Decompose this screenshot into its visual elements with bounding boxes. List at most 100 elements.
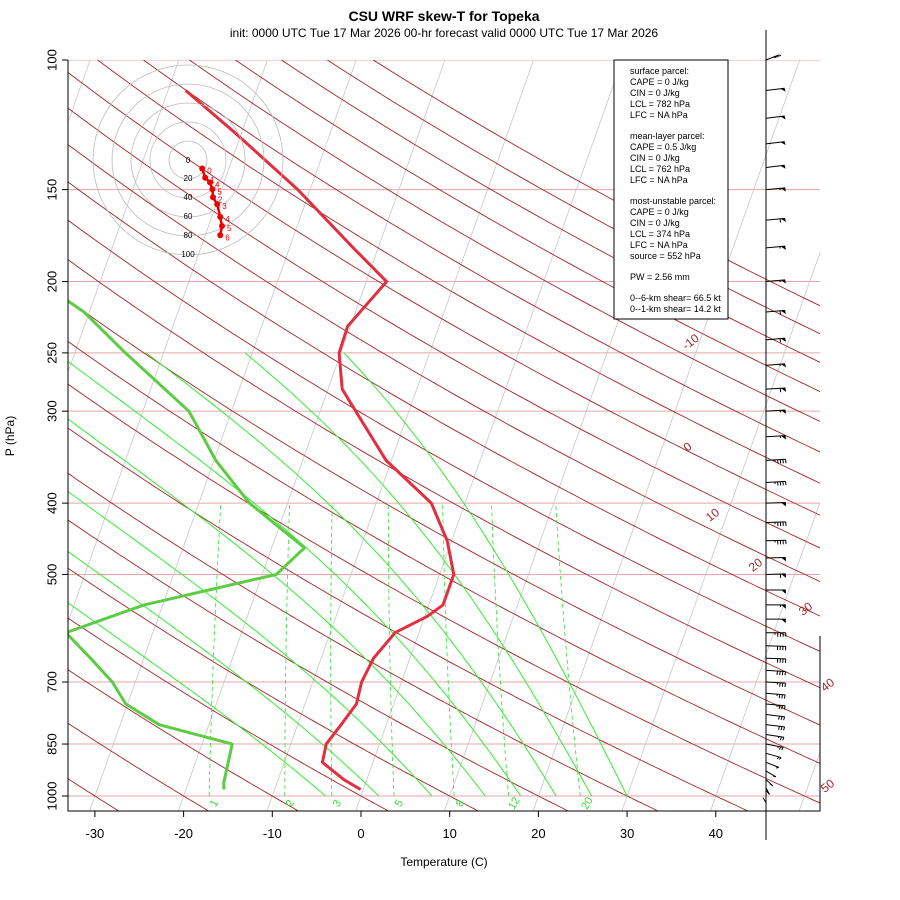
mixing-ratio-label: 8 [454, 798, 467, 809]
wind-barb [765, 217, 786, 223]
stats-surface-line: CIN = 0 J/kg [630, 88, 680, 98]
wind-barb [765, 363, 786, 368]
wind-barb [765, 734, 785, 741]
y-tick-label: 200 [45, 271, 60, 293]
dry-adiabat [96, 60, 820, 484]
hodograph-point [217, 232, 224, 239]
x-tick-label: -20 [174, 826, 193, 841]
wind-barb [765, 279, 786, 284]
mixing-ratio-line [208, 503, 222, 796]
hodograph-point [219, 223, 225, 230]
parcel-stats-box: surface parcel: CAPE = 0 J/kg CIN = 0 J/… [613, 59, 729, 320]
stats-mu-line: CAPE = 0 J/kg [630, 207, 689, 217]
wind-barb [765, 787, 770, 795]
hodograph-point [207, 179, 213, 186]
hodograph-point-label: 4 [225, 215, 230, 224]
mixing-ratio-line [330, 503, 333, 797]
dry-adiabat [68, 519, 570, 811]
hodograph-ring-label: 80 [184, 231, 193, 240]
wind-barb [765, 657, 787, 663]
hodograph-point-label: 6 [225, 233, 230, 242]
wind-barb [766, 589, 786, 595]
hodograph-point-label: 5 [227, 224, 232, 233]
hodograph-ring-label: 40 [184, 193, 193, 202]
dry-adiabat [68, 219, 820, 652]
wind-barb [765, 521, 787, 527]
wind-barb [765, 752, 782, 760]
wind-barb [765, 669, 786, 676]
wind-barb-column [762, 30, 787, 840]
dry-adiabat [68, 567, 480, 811]
mixing-ratio-label: 20 [579, 795, 596, 812]
x-tick-label: 40 [709, 826, 723, 841]
stats-pw: PW = 2.56 mm [630, 272, 690, 282]
isotherm [355, 60, 623, 811]
dry-adiabat [68, 722, 210, 811]
hodograph-point [210, 194, 216, 201]
hodograph-point-label: 3 [222, 202, 227, 211]
wind-barb [765, 187, 786, 192]
dry-adiabat [68, 144, 820, 583]
wind-barb [765, 645, 787, 651]
dry-adiabat [280, 60, 820, 363]
dry-adiabat-label: 50 [818, 776, 837, 795]
y-tick-label: 700 [45, 671, 60, 693]
y-tick-label: 400 [45, 492, 60, 514]
dry-adiabat-label: 40 [818, 675, 837, 694]
dry-adiabat [142, 60, 820, 453]
dry-adiabat [68, 617, 390, 811]
hodograph-point-label: 1 [210, 176, 215, 185]
wind-barb [765, 502, 786, 507]
dry-adiabat [68, 340, 820, 764]
stats-mu-line: CIN = 0 J/kg [630, 218, 680, 228]
mixing-ratio-line [491, 503, 509, 797]
x-tick-label: 30 [620, 826, 634, 841]
wind-barb [765, 54, 782, 61]
stats-mean-line: CAPE = 0.5 J/kg [630, 142, 696, 152]
plot-frame [67, 60, 821, 812]
stats-box-frame [613, 59, 729, 320]
isotherm [177, 60, 446, 811]
isotherm [266, 60, 535, 811]
dry-adiabat-label: 0 [681, 439, 695, 454]
x-tick-label: 10 [442, 826, 456, 841]
wind-barb [762, 796, 767, 803]
moist-adiabat [343, 352, 628, 797]
y-tick-label: 100 [45, 49, 60, 71]
isotherm [888, 44, 900, 812]
x-tick-label: -10 [263, 826, 282, 841]
hodograph-point [217, 213, 224, 220]
wind-barb [766, 604, 786, 609]
wind-barb [765, 387, 787, 393]
x-tick-label: -30 [86, 826, 105, 841]
isotherm [798, 751, 820, 811]
isotherm [68, 60, 180, 374]
hodograph-point-label: 2 [218, 195, 223, 204]
dry-adiabat [68, 71, 820, 516]
stats-surface-line: LFC = NA hPa [630, 110, 688, 120]
wind-barb [765, 692, 786, 699]
moist-adiabat [68, 550, 380, 797]
y-tick-label: 300 [45, 400, 60, 422]
dry-adiabat [68, 472, 660, 811]
hodograph-ring [168, 140, 208, 180]
y-tick-label: 150 [45, 179, 60, 201]
stats-surface-header: surface parcel: [630, 66, 689, 76]
hodograph-ring [149, 121, 227, 199]
stats-mean-line: LFC = NA hPa [630, 175, 688, 185]
wind-barb [765, 141, 786, 146]
hodograph-ring [111, 83, 265, 237]
stats-mean-line: LCL = 762 hPa [630, 164, 690, 174]
moist-adiabat [244, 352, 593, 797]
hodograph-point [209, 186, 216, 193]
wind-barb [765, 164, 786, 169]
wind-barb [766, 618, 786, 624]
wind-barb [765, 556, 786, 562]
dry-adiabat [234, 60, 820, 393]
stats-mu-line: LFC = NA hPa [630, 240, 688, 250]
isotherm [532, 60, 801, 811]
hodograph-point-label: 4 [215, 180, 220, 189]
y-tick-label: 850 [45, 733, 60, 755]
y-tick-label: 250 [45, 342, 60, 364]
